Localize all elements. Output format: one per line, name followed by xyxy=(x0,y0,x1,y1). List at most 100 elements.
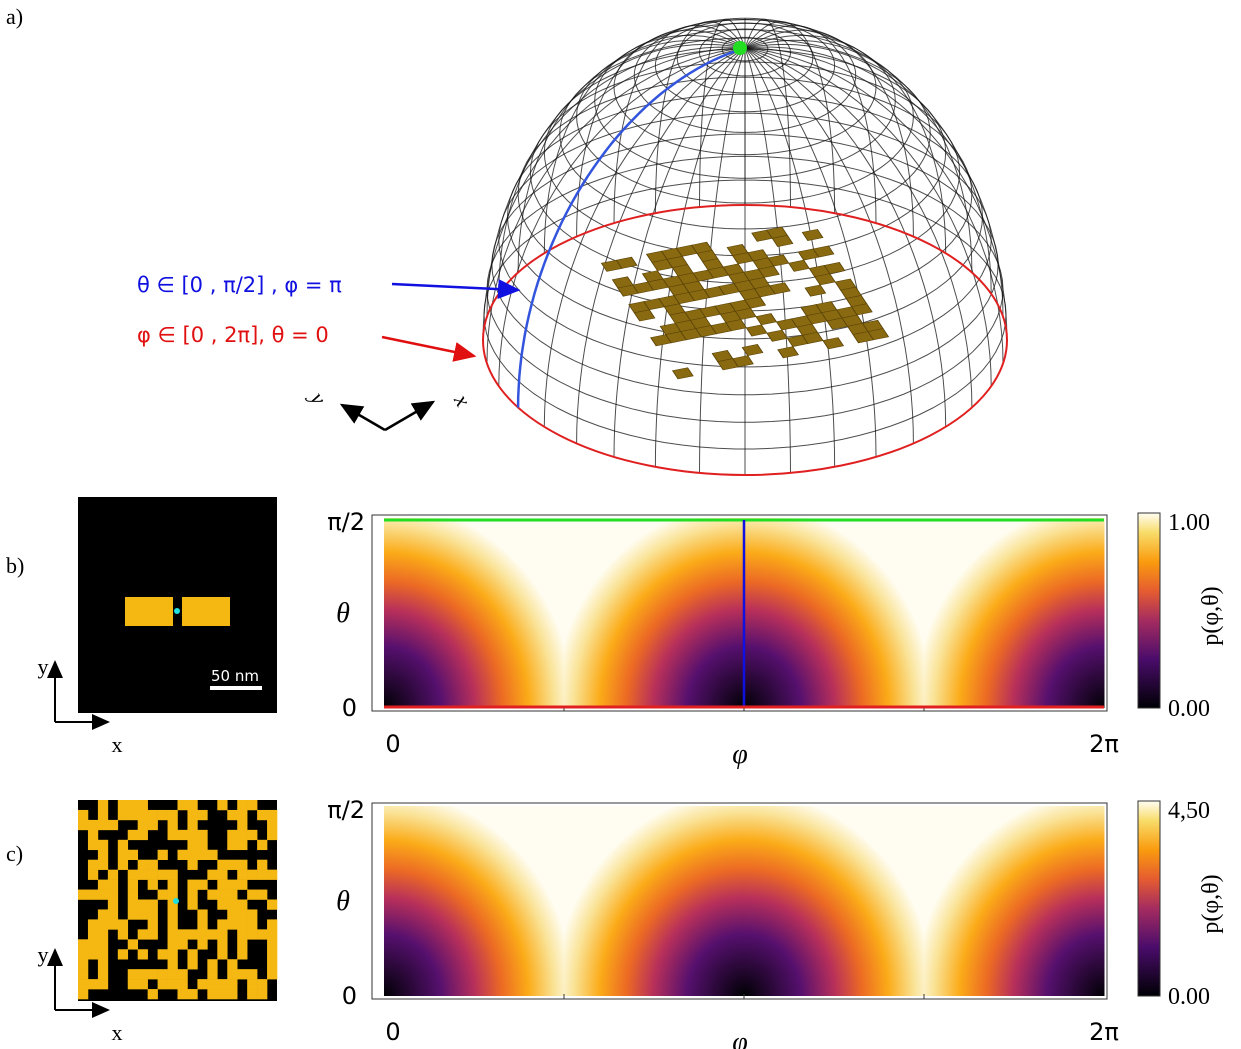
pixel xyxy=(207,889,218,900)
pixel xyxy=(197,879,208,890)
pixel xyxy=(187,959,198,970)
pixel xyxy=(97,819,109,831)
pixel xyxy=(237,829,248,841)
pixel xyxy=(227,809,238,821)
pixel xyxy=(217,800,228,811)
structure-block xyxy=(671,367,694,380)
pixel xyxy=(87,919,99,930)
pixel xyxy=(227,969,238,980)
pixel xyxy=(227,889,238,900)
scale-bar-label: 50 nm xyxy=(211,667,259,685)
pixel xyxy=(107,869,119,880)
colorbar-tick-label: 0.00 xyxy=(1168,696,1210,722)
pixel xyxy=(197,929,208,940)
pixel xyxy=(97,909,109,920)
pixel xyxy=(237,909,248,920)
axis-arrow xyxy=(384,400,436,432)
pixel xyxy=(157,869,168,880)
pixel xyxy=(97,889,109,900)
pixel xyxy=(117,849,129,860)
pixel xyxy=(137,859,148,870)
pixel xyxy=(87,859,99,870)
pixel xyxy=(267,949,278,960)
pixel xyxy=(87,869,99,880)
pixel xyxy=(207,929,218,940)
longitude-line xyxy=(744,18,791,208)
pixel xyxy=(97,879,109,890)
pixel xyxy=(187,899,198,910)
longitude-line xyxy=(543,35,746,254)
pixel xyxy=(247,979,258,990)
pixel xyxy=(247,889,258,900)
pixel xyxy=(227,909,238,920)
source-dot xyxy=(174,608,180,614)
pixel xyxy=(237,809,248,821)
pixel xyxy=(157,809,168,821)
pixel xyxy=(107,909,119,920)
pixel xyxy=(227,979,238,990)
pixel xyxy=(167,919,178,930)
pixel xyxy=(117,949,129,960)
pixel xyxy=(127,829,138,841)
pixel xyxy=(137,899,148,910)
pixel xyxy=(237,800,248,811)
arrow xyxy=(391,279,521,300)
pixel xyxy=(147,969,158,980)
pixel xyxy=(197,939,208,950)
structure-block xyxy=(767,254,790,267)
pixel xyxy=(127,979,138,990)
pixel xyxy=(117,809,129,821)
structure-block xyxy=(633,309,656,322)
pixel xyxy=(127,889,138,900)
pixel xyxy=(127,879,138,890)
heatmap-region xyxy=(924,806,1105,996)
pixel xyxy=(107,889,119,900)
pixel xyxy=(127,899,138,910)
pixel xyxy=(137,979,148,990)
pixel xyxy=(247,869,258,880)
longitude-line xyxy=(486,47,746,364)
pixel xyxy=(197,839,208,851)
axis-label: y xyxy=(38,942,49,967)
longitude-line xyxy=(699,47,746,473)
pixel xyxy=(217,989,228,1000)
pixel xyxy=(187,859,198,870)
pixel xyxy=(107,819,119,831)
pixel xyxy=(217,859,228,870)
pixel xyxy=(217,899,228,910)
structure-block xyxy=(758,265,780,278)
longitude-line xyxy=(744,24,877,224)
pixel xyxy=(117,859,129,870)
pixel xyxy=(127,939,138,950)
pixel xyxy=(257,889,268,900)
heatmap-region xyxy=(384,518,565,708)
structure-block xyxy=(814,273,836,286)
pixel xyxy=(207,959,218,970)
pixel xyxy=(147,899,158,910)
pixel xyxy=(217,869,228,880)
pixel xyxy=(187,889,198,900)
pixel xyxy=(78,949,89,960)
pixel xyxy=(167,889,178,900)
pixel xyxy=(97,929,109,940)
pixel xyxy=(237,949,248,960)
hemisphere xyxy=(482,17,1008,476)
pixel xyxy=(157,969,168,980)
pole-dot xyxy=(733,41,747,55)
pixel xyxy=(167,869,178,880)
x-axis-label: φ xyxy=(732,739,748,770)
pixel xyxy=(257,989,268,1000)
axis-label: x xyxy=(112,1020,123,1045)
nanorod xyxy=(125,597,173,626)
colorbar-tick-label: 4,50 xyxy=(1168,798,1210,824)
pixel xyxy=(177,939,188,950)
pixel xyxy=(127,809,138,821)
pixel xyxy=(177,829,188,841)
pixel xyxy=(217,919,228,930)
structure-block xyxy=(744,296,767,309)
colorbar-tick-label: 1.00 xyxy=(1168,510,1210,536)
pixel xyxy=(227,899,238,910)
longitude-line xyxy=(613,47,746,457)
panel-label: b) xyxy=(6,553,24,578)
source-dot xyxy=(173,898,179,904)
